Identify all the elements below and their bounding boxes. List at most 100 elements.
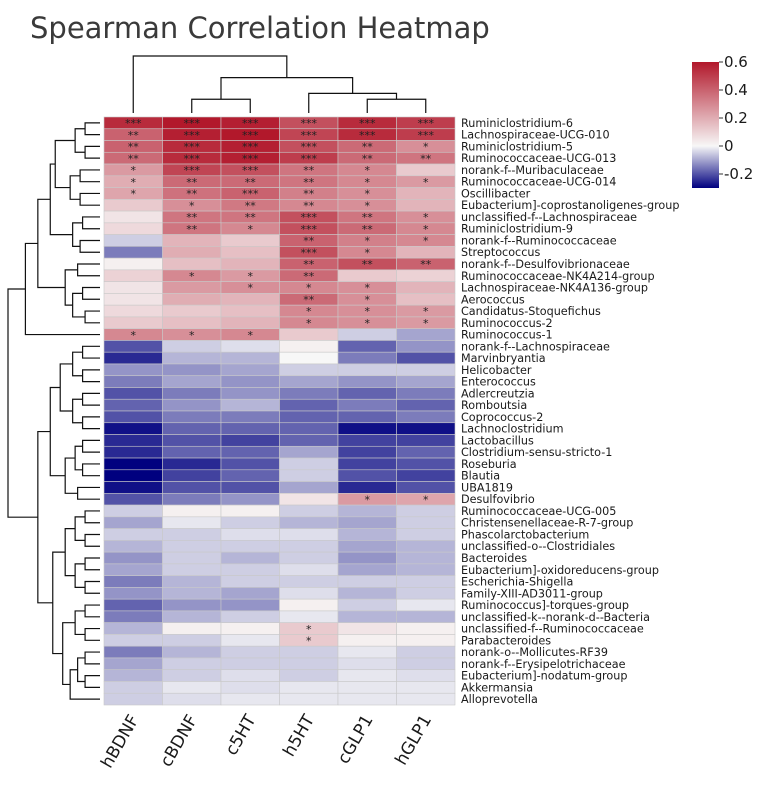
significance-marker: **	[420, 258, 432, 271]
heatmap-cell	[396, 481, 456, 494]
dendrogram-branch	[191, 98, 251, 113]
significance-marker: **	[303, 270, 315, 283]
significance-marker: ***	[301, 129, 318, 142]
significance-marker: ***	[301, 117, 318, 130]
row-label: unclassified-k--norank-d--Bacteria	[461, 611, 650, 624]
row-label: Ruminococcaceae-UCG-005	[461, 505, 616, 518]
heatmap-cell	[103, 398, 163, 412]
significance-marker: **	[303, 199, 315, 212]
significance-marker: *	[365, 305, 371, 318]
heatmap-cell	[396, 551, 456, 565]
heatmap-cell	[279, 410, 339, 424]
significance-marker: ***	[301, 246, 318, 259]
heatmap-cell	[396, 269, 456, 282]
heatmap-cell	[162, 445, 222, 459]
heatmap-cell	[396, 375, 456, 388]
dendrogram-branch	[69, 669, 100, 700]
heatmap-cell	[396, 340, 456, 353]
heatmap-cell	[103, 340, 163, 353]
heatmap-cell	[279, 669, 339, 682]
heatmap-cell	[396, 681, 456, 694]
row-label: Streptococcus	[461, 246, 540, 259]
dendrogram-branch	[81, 345, 100, 359]
row-label: Ruminococcus]-torques-group	[461, 599, 629, 612]
heatmap-cell	[162, 340, 222, 353]
heatmap-cell	[337, 516, 397, 529]
heatmap-cell	[279, 351, 339, 365]
heatmap-cell	[337, 610, 397, 623]
heatmap-cell	[337, 375, 397, 388]
dendrogram-branch	[77, 657, 86, 683]
heatmap-cell	[162, 293, 222, 306]
heatmap-cell	[279, 610, 339, 623]
heatmap-cell	[396, 634, 456, 647]
heatmap-cell	[337, 422, 397, 435]
heatmap-cell	[103, 587, 163, 600]
row-label: Eubacterium]-oxidoreducens-group	[461, 564, 659, 577]
heatmap-cell	[279, 422, 339, 435]
heatmap-cell	[220, 681, 280, 694]
heatmap-cell	[103, 575, 163, 588]
row-label: Roseburia	[461, 458, 517, 471]
heatmap-cell	[220, 469, 280, 482]
row-label: Blautia	[461, 470, 500, 483]
heatmap-cell	[220, 481, 280, 494]
dendrogram-branch	[81, 286, 100, 300]
heatmap-cell	[279, 340, 339, 353]
heatmap-cell	[103, 493, 163, 506]
heatmap-cell	[162, 257, 222, 271]
row-label: Bacteroides	[461, 552, 527, 565]
heatmap-cell	[162, 363, 222, 377]
heatmap-cell	[396, 540, 456, 553]
column-label: h5HT	[279, 711, 319, 760]
dendrogram-branch	[84, 604, 100, 618]
dendrogram-branch	[64, 528, 76, 577]
significance-marker: *	[131, 164, 137, 177]
significance-marker: *	[423, 305, 429, 318]
row-label: Parabacteroides	[461, 634, 551, 647]
heatmap-cell	[220, 645, 280, 659]
heatmap-cell	[396, 422, 456, 435]
heatmap-cell	[103, 598, 163, 612]
dendrogram-branch	[220, 77, 354, 100]
significance-marker: ***	[359, 117, 376, 130]
heatmap-cell	[396, 645, 456, 659]
dendrogram-branch	[79, 192, 100, 206]
heatmap-cell	[220, 398, 280, 412]
significance-marker: *	[306, 305, 312, 318]
heatmap-cell	[337, 410, 397, 424]
significance-marker: *	[423, 211, 429, 224]
heatmap-cell	[103, 634, 163, 647]
heatmap-cell	[396, 657, 456, 671]
heatmap-cell	[337, 669, 397, 682]
row-label: unclassified-o--Clostridiales	[461, 540, 615, 553]
significance-marker: **	[128, 141, 140, 154]
significance-marker: *	[131, 329, 137, 342]
dendrogram-branch	[24, 242, 100, 336]
heatmap-cell	[162, 316, 222, 329]
significance-marker: *	[131, 176, 137, 189]
heatmap-cell	[103, 528, 163, 541]
row-label: norank-f--Muribaculaceae	[461, 164, 604, 177]
row-label: Phascolarctobacterium	[461, 528, 589, 541]
dendrogram-branch	[37, 198, 66, 289]
colorbar-tick-label: 0	[724, 137, 734, 155]
significance-marker: **	[245, 211, 257, 224]
significance-marker: ***	[242, 129, 259, 142]
significance-marker: ***	[242, 141, 259, 154]
heatmap-cell	[337, 457, 397, 471]
heatmap-cell	[279, 445, 339, 459]
heatmap-cell	[103, 457, 163, 471]
row-labels: Ruminiclostridium-6Lachnospiraceae-UCG-0…	[461, 117, 679, 706]
dendrogram-branch	[81, 392, 100, 406]
dendrogram-branch	[74, 563, 86, 588]
heatmap-cell	[220, 669, 280, 682]
heatmap-cell	[220, 375, 280, 388]
significance-marker: *	[248, 282, 254, 295]
heatmap-cell	[220, 410, 280, 424]
heatmap-cell	[162, 422, 222, 435]
heatmap-cell	[162, 493, 222, 506]
colorbar-tick-label: 0.4	[724, 81, 748, 99]
heatmap-cell	[396, 469, 456, 482]
